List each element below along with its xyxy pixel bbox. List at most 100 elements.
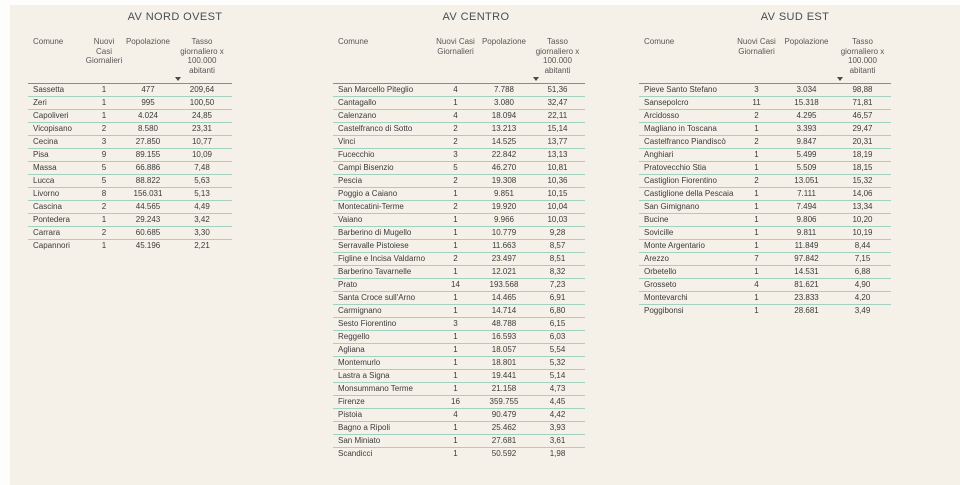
cell-nuovi-casi: 1 (734, 187, 779, 201)
column-header-nuovi-casi[interactable]: Nuovi Casi Giornalieri (84, 37, 124, 84)
table-row[interactable]: Cascina 2 44.565 4,49 (28, 200, 232, 214)
cell-comune: Montemurlo (333, 356, 433, 370)
table-row[interactable]: Cecina 3 27.850 10,77 (28, 135, 232, 149)
column-header-comune[interactable]: Comune (333, 37, 433, 84)
table-row[interactable]: San Miniato 1 27.681 3,61 (333, 434, 585, 448)
column-header-tasso[interactable]: Tasso giornaliero x 100.000 abitanti (530, 37, 585, 84)
column-header-tasso[interactable]: Tasso giornaliero x 100.000 abitanti (834, 37, 891, 84)
cell-tasso: 6,15 (530, 317, 585, 331)
cell-tasso: 32,47 (530, 96, 585, 110)
table-row[interactable]: Castiglion Fiorentino 2 13.051 15,32 (639, 174, 891, 188)
cell-comune: Barberino Tavarnelle (333, 265, 433, 279)
table-row[interactable]: Castelfranco Piandiscò 2 9.847 20,31 (639, 135, 891, 149)
column-header-nuovi-casi[interactable]: Nuovi Casi Giornalieri (734, 37, 779, 84)
table-row[interactable]: Bucine 1 9.806 10,20 (639, 213, 891, 227)
cell-popolazione: 9.966 (478, 213, 530, 227)
dashboard-top-edge (0, 0, 960, 5)
table-row[interactable]: Barberino di Mugello 1 10.779 9,28 (333, 226, 585, 240)
column-header-popolazione[interactable]: Popolazione (124, 37, 172, 84)
table-row[interactable]: Figline e Incisa Valdarno 2 23.497 8,51 (333, 252, 585, 266)
table-row[interactable]: Sassetta 1 477 209,64 (28, 83, 232, 97)
sort-descending-icon[interactable] (837, 77, 843, 81)
cell-comune: Sassetta (28, 83, 84, 97)
cell-tasso: 15,32 (834, 174, 891, 188)
table-row[interactable]: Capannori 1 45.196 2,21 (28, 240, 232, 253)
cell-popolazione: 28.681 (794, 306, 819, 315)
cell-comune: Monte Argentario (639, 239, 734, 253)
column-header-nuovi-casi[interactable]: Nuovi Casi Giornalieri (433, 37, 478, 84)
cell-comune: Campi Bisenzio (333, 161, 433, 175)
table-row[interactable]: Firenze 16 359.755 4,45 (333, 395, 585, 409)
table-row[interactable]: Magliano in Toscana 1 3.393 29,47 (639, 122, 891, 136)
cell-comune: Pisa (28, 148, 84, 162)
table-row[interactable]: Calenzano 4 18.094 22,11 (333, 109, 585, 123)
table-row[interactable]: Massa 5 66.886 7,48 (28, 161, 232, 175)
table-row[interactable]: Lastra a Signa 1 19.441 5,14 (333, 369, 585, 383)
table-row[interactable]: Pontedera 1 29.243 3,42 (28, 213, 232, 227)
table-row[interactable]: Sansepolcro 11 15.318 71,81 (639, 96, 891, 110)
table-row[interactable]: Anghiari 1 5.499 18,19 (639, 148, 891, 162)
table-row[interactable]: Zeri 1 995 100,50 (28, 96, 232, 110)
table-row[interactable]: Prato 14 193.568 7,23 (333, 278, 585, 292)
cell-tasso: 3,30 (172, 226, 232, 240)
table-row[interactable]: Arezzo 7 97.842 7,15 (639, 252, 891, 266)
cell-tasso: 13,34 (834, 200, 891, 214)
table-row[interactable]: Grosseto 4 81.621 4,90 (639, 278, 891, 292)
column-header-popolazione[interactable]: Popolazione (478, 37, 530, 84)
table-row[interactable]: Sesto Fiorentino 3 48.788 6,15 (333, 317, 585, 331)
table-row[interactable]: Capoliveri 1 4.024 24,85 (28, 109, 232, 123)
table-row[interactable]: Barberino Tavarnelle 1 12.021 8,32 (333, 265, 585, 279)
table-row[interactable]: Orbetello 1 14.531 6,88 (639, 265, 891, 279)
table-row[interactable]: Poggio a Caiano 1 9.851 10,15 (333, 187, 585, 201)
table-row[interactable]: Lucca 5 88.822 5,63 (28, 174, 232, 188)
table-row[interactable]: Livorno 8 156.031 5,13 (28, 187, 232, 201)
table-row[interactable]: Arcidosso 2 4.295 46,57 (639, 109, 891, 123)
table-row[interactable]: Vaiano 1 9.966 10,03 (333, 213, 585, 227)
table-row[interactable]: Serravalle Pistoiese 1 11.663 8,57 (333, 239, 585, 253)
table-row[interactable]: Fucecchio 3 22.842 13,13 (333, 148, 585, 162)
column-header-comune[interactable]: Comune (639, 37, 734, 84)
table-row[interactable]: San Gimignano 1 7.494 13,34 (639, 200, 891, 214)
table-row[interactable]: Carrara 2 60.685 3,30 (28, 226, 232, 240)
table-row[interactable]: Campi Bisenzio 5 46.270 10,81 (333, 161, 585, 175)
cell-tasso: 51,36 (530, 83, 585, 97)
table-row[interactable]: Poggibonsi 1 28.681 3,49 (639, 305, 891, 318)
table-row[interactable]: Agliana 1 18.057 5,54 (333, 343, 585, 357)
table-row[interactable]: Castelfranco di Sotto 2 13.213 15,14 (333, 122, 585, 136)
table-row[interactable]: Pistoia 4 90.479 4,42 (333, 408, 585, 422)
table-row[interactable]: Montemurlo 1 18.801 5,32 (333, 356, 585, 370)
sort-descending-icon[interactable] (533, 77, 539, 81)
table-row[interactable]: San Marcello Piteglio 4 7.788 51,36 (333, 83, 585, 97)
table-row[interactable]: Monte Argentario 1 11.849 8,44 (639, 239, 891, 253)
table-row[interactable]: Pieve Santo Stefano 3 3.034 98,88 (639, 83, 891, 97)
table-row[interactable]: Pisa 9 89.155 10,09 (28, 148, 232, 162)
cell-comune: Fucecchio (333, 148, 433, 162)
column-header-comune[interactable]: Comune (28, 37, 84, 84)
table-row[interactable]: Bagno a Ripoli 1 25.462 3,93 (333, 421, 585, 435)
table-row[interactable]: Montevarchi 1 23.833 4,20 (639, 291, 891, 305)
sort-descending-icon[interactable] (175, 77, 181, 81)
cell-tasso: 3,93 (530, 421, 585, 435)
table-row[interactable]: Vicopisano 2 8.580 23,31 (28, 122, 232, 136)
table-row[interactable]: Monsummano Terme 1 21.158 4,73 (333, 382, 585, 396)
cell-nuovi-casi: 14 (433, 278, 478, 292)
cell-tasso: 10,20 (834, 213, 891, 227)
table-row[interactable]: Pratovecchio Stia 1 5.509 18,15 (639, 161, 891, 175)
table-row[interactable]: Pescia 2 19.308 10,36 (333, 174, 585, 188)
table-row[interactable]: Scandicci 1 50.592 1,98 (333, 448, 585, 461)
column-header-popolazione[interactable]: Popolazione (779, 37, 834, 84)
cell-nuovi-casi: 1 (433, 343, 478, 357)
table-row[interactable]: Reggello 1 16.593 6,03 (333, 330, 585, 344)
table-row[interactable]: Castiglione della Pescaia 1 7.111 14,06 (639, 187, 891, 201)
table-row[interactable]: Santa Croce sull'Arno 1 14.465 6,91 (333, 291, 585, 305)
cell-comune: Carmignano (333, 304, 433, 318)
table-row[interactable]: Cantagallo 1 3.080 32,47 (333, 96, 585, 110)
table-row[interactable]: Vinci 2 14.525 13,77 (333, 135, 585, 149)
table-row[interactable]: Montecatini-Terme 2 19.920 10,04 (333, 200, 585, 214)
table-row[interactable]: Sovicille 1 9.811 10,19 (639, 226, 891, 240)
table-row[interactable]: Carmignano 1 14.714 6,80 (333, 304, 585, 318)
column-header-tasso[interactable]: Tasso giornaliero x 100.000 abitanti (172, 37, 232, 84)
cell-popolazione: 359.755 (478, 395, 530, 409)
cell-nuovi-casi: 1 (84, 109, 124, 123)
cell-comune: Massa (28, 161, 84, 175)
